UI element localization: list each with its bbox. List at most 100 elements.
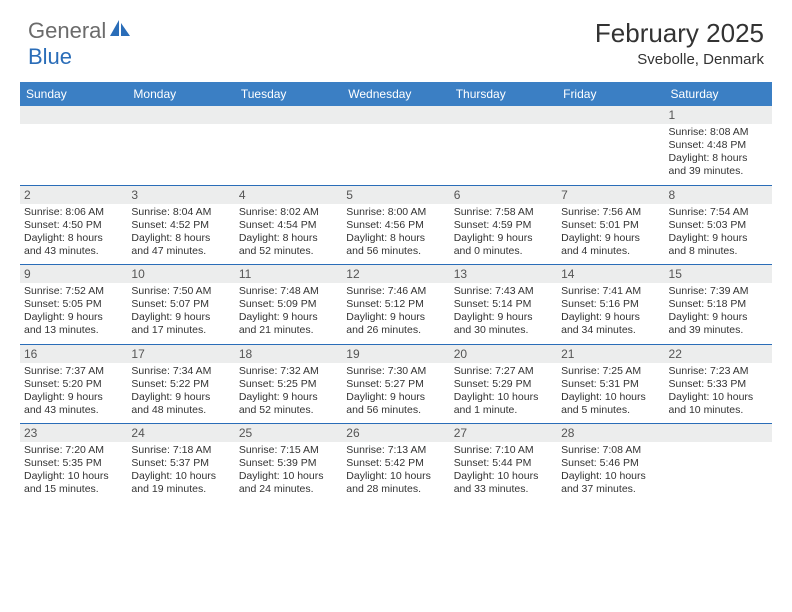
day-cell: 21Sunrise: 7:25 AMSunset: 5:31 PMDayligh… <box>557 344 664 424</box>
day-cell: 11Sunrise: 7:48 AMSunset: 5:09 PMDayligh… <box>235 265 342 345</box>
empty-cell <box>665 424 772 503</box>
daylight-line: and 52 minutes. <box>239 245 338 258</box>
page-header: General February 2025 Svebolle, Denmark <box>0 0 792 74</box>
sunset-line: Sunset: 5:25 PM <box>239 378 338 391</box>
logo-blue-wrap: Blue <box>28 44 72 70</box>
daylight-line: Daylight: 9 hours <box>454 232 553 245</box>
daylight-line: and 56 minutes. <box>346 245 445 258</box>
day-header: Wednesday <box>342 82 449 106</box>
daylight-line: Daylight: 9 hours <box>346 391 445 404</box>
sunset-line: Sunset: 4:48 PM <box>669 139 768 152</box>
sunrise-line: Sunrise: 7:23 AM <box>669 365 768 378</box>
day-cell: 1Sunrise: 8:08 AMSunset: 4:48 PMDaylight… <box>665 106 772 185</box>
sunset-line: Sunset: 5:01 PM <box>561 219 660 232</box>
sunrise-line: Sunrise: 7:13 AM <box>346 444 445 457</box>
day-cell: 27Sunrise: 7:10 AMSunset: 5:44 PMDayligh… <box>450 424 557 503</box>
sunset-line: Sunset: 5:27 PM <box>346 378 445 391</box>
day-number: 28 <box>557 424 664 442</box>
daylight-line: and 10 minutes. <box>669 404 768 417</box>
logo: General <box>28 18 134 44</box>
daylight-line: and 8 minutes. <box>669 245 768 258</box>
day-header: Monday <box>127 82 234 106</box>
day-cell: 10Sunrise: 7:50 AMSunset: 5:07 PMDayligh… <box>127 265 234 345</box>
daylight-line: Daylight: 10 hours <box>346 470 445 483</box>
day-number: 27 <box>450 424 557 442</box>
sunset-line: Sunset: 5:35 PM <box>24 457 123 470</box>
day-number: 13 <box>450 265 557 283</box>
day-cell: 7Sunrise: 7:56 AMSunset: 5:01 PMDaylight… <box>557 185 664 265</box>
day-number: 10 <box>127 265 234 283</box>
day-cell: 5Sunrise: 8:00 AMSunset: 4:56 PMDaylight… <box>342 185 449 265</box>
day-cell: 20Sunrise: 7:27 AMSunset: 5:29 PMDayligh… <box>450 344 557 424</box>
daylight-line: and 39 minutes. <box>669 165 768 178</box>
day-cell: 26Sunrise: 7:13 AMSunset: 5:42 PMDayligh… <box>342 424 449 503</box>
daylight-line: and 28 minutes. <box>346 483 445 496</box>
sunrise-line: Sunrise: 7:46 AM <box>346 285 445 298</box>
daylight-line: Daylight: 10 hours <box>454 470 553 483</box>
day-number <box>235 106 342 124</box>
sunrise-line: Sunrise: 7:56 AM <box>561 206 660 219</box>
empty-cell <box>450 106 557 185</box>
day-cell: 18Sunrise: 7:32 AMSunset: 5:25 PMDayligh… <box>235 344 342 424</box>
daylight-line: and 34 minutes. <box>561 324 660 337</box>
day-number: 24 <box>127 424 234 442</box>
daylight-line: Daylight: 8 hours <box>131 232 230 245</box>
daylight-line: Daylight: 10 hours <box>454 391 553 404</box>
sunrise-line: Sunrise: 7:54 AM <box>669 206 768 219</box>
sunset-line: Sunset: 4:50 PM <box>24 219 123 232</box>
day-header: Sunday <box>20 82 127 106</box>
sunrise-line: Sunrise: 8:00 AM <box>346 206 445 219</box>
day-number: 25 <box>235 424 342 442</box>
empty-cell <box>235 106 342 185</box>
daylight-line: Daylight: 9 hours <box>131 391 230 404</box>
daylight-line: Daylight: 9 hours <box>561 311 660 324</box>
daylight-line: Daylight: 8 hours <box>239 232 338 245</box>
sunset-line: Sunset: 4:54 PM <box>239 219 338 232</box>
day-number <box>20 106 127 124</box>
sunrise-line: Sunrise: 7:34 AM <box>131 365 230 378</box>
day-number: 23 <box>20 424 127 442</box>
day-number <box>557 106 664 124</box>
sunset-line: Sunset: 5:07 PM <box>131 298 230 311</box>
day-number: 12 <box>342 265 449 283</box>
day-cell: 16Sunrise: 7:37 AMSunset: 5:20 PMDayligh… <box>20 344 127 424</box>
day-number: 7 <box>557 186 664 204</box>
day-number: 3 <box>127 186 234 204</box>
sunset-line: Sunset: 5:16 PM <box>561 298 660 311</box>
sunrise-line: Sunrise: 7:43 AM <box>454 285 553 298</box>
sunrise-line: Sunrise: 8:08 AM <box>669 126 768 139</box>
sunrise-line: Sunrise: 7:39 AM <box>669 285 768 298</box>
title-block: February 2025 Svebolle, Denmark <box>595 18 764 68</box>
daylight-line: Daylight: 9 hours <box>24 311 123 324</box>
day-number: 5 <box>342 186 449 204</box>
day-cell: 19Sunrise: 7:30 AMSunset: 5:27 PMDayligh… <box>342 344 449 424</box>
day-cell: 15Sunrise: 7:39 AMSunset: 5:18 PMDayligh… <box>665 265 772 345</box>
daylight-line: and 48 minutes. <box>131 404 230 417</box>
day-number: 15 <box>665 265 772 283</box>
sunrise-line: Sunrise: 7:08 AM <box>561 444 660 457</box>
daylight-line: Daylight: 9 hours <box>346 311 445 324</box>
daylight-line: and 4 minutes. <box>561 245 660 258</box>
daylight-line: Daylight: 9 hours <box>239 391 338 404</box>
daylight-line: Daylight: 9 hours <box>131 311 230 324</box>
daylight-line: Daylight: 10 hours <box>561 470 660 483</box>
sunset-line: Sunset: 5:05 PM <box>24 298 123 311</box>
sunrise-line: Sunrise: 8:04 AM <box>131 206 230 219</box>
sail-icon <box>110 20 132 43</box>
day-header: Tuesday <box>235 82 342 106</box>
daylight-line: Daylight: 9 hours <box>669 232 768 245</box>
day-number: 26 <box>342 424 449 442</box>
logo-text-blue: Blue <box>28 44 72 69</box>
week-row: 23Sunrise: 7:20 AMSunset: 5:35 PMDayligh… <box>20 424 772 503</box>
day-number <box>127 106 234 124</box>
sunset-line: Sunset: 5:20 PM <box>24 378 123 391</box>
daylight-line: Daylight: 9 hours <box>24 391 123 404</box>
sunset-line: Sunset: 5:31 PM <box>561 378 660 391</box>
daylight-line: Daylight: 10 hours <box>669 391 768 404</box>
sunrise-line: Sunrise: 7:10 AM <box>454 444 553 457</box>
week-row: 2Sunrise: 8:06 AMSunset: 4:50 PMDaylight… <box>20 185 772 265</box>
day-cell: 14Sunrise: 7:41 AMSunset: 5:16 PMDayligh… <box>557 265 664 345</box>
sunrise-line: Sunrise: 7:52 AM <box>24 285 123 298</box>
daylight-line: and 17 minutes. <box>131 324 230 337</box>
sunrise-line: Sunrise: 7:41 AM <box>561 285 660 298</box>
